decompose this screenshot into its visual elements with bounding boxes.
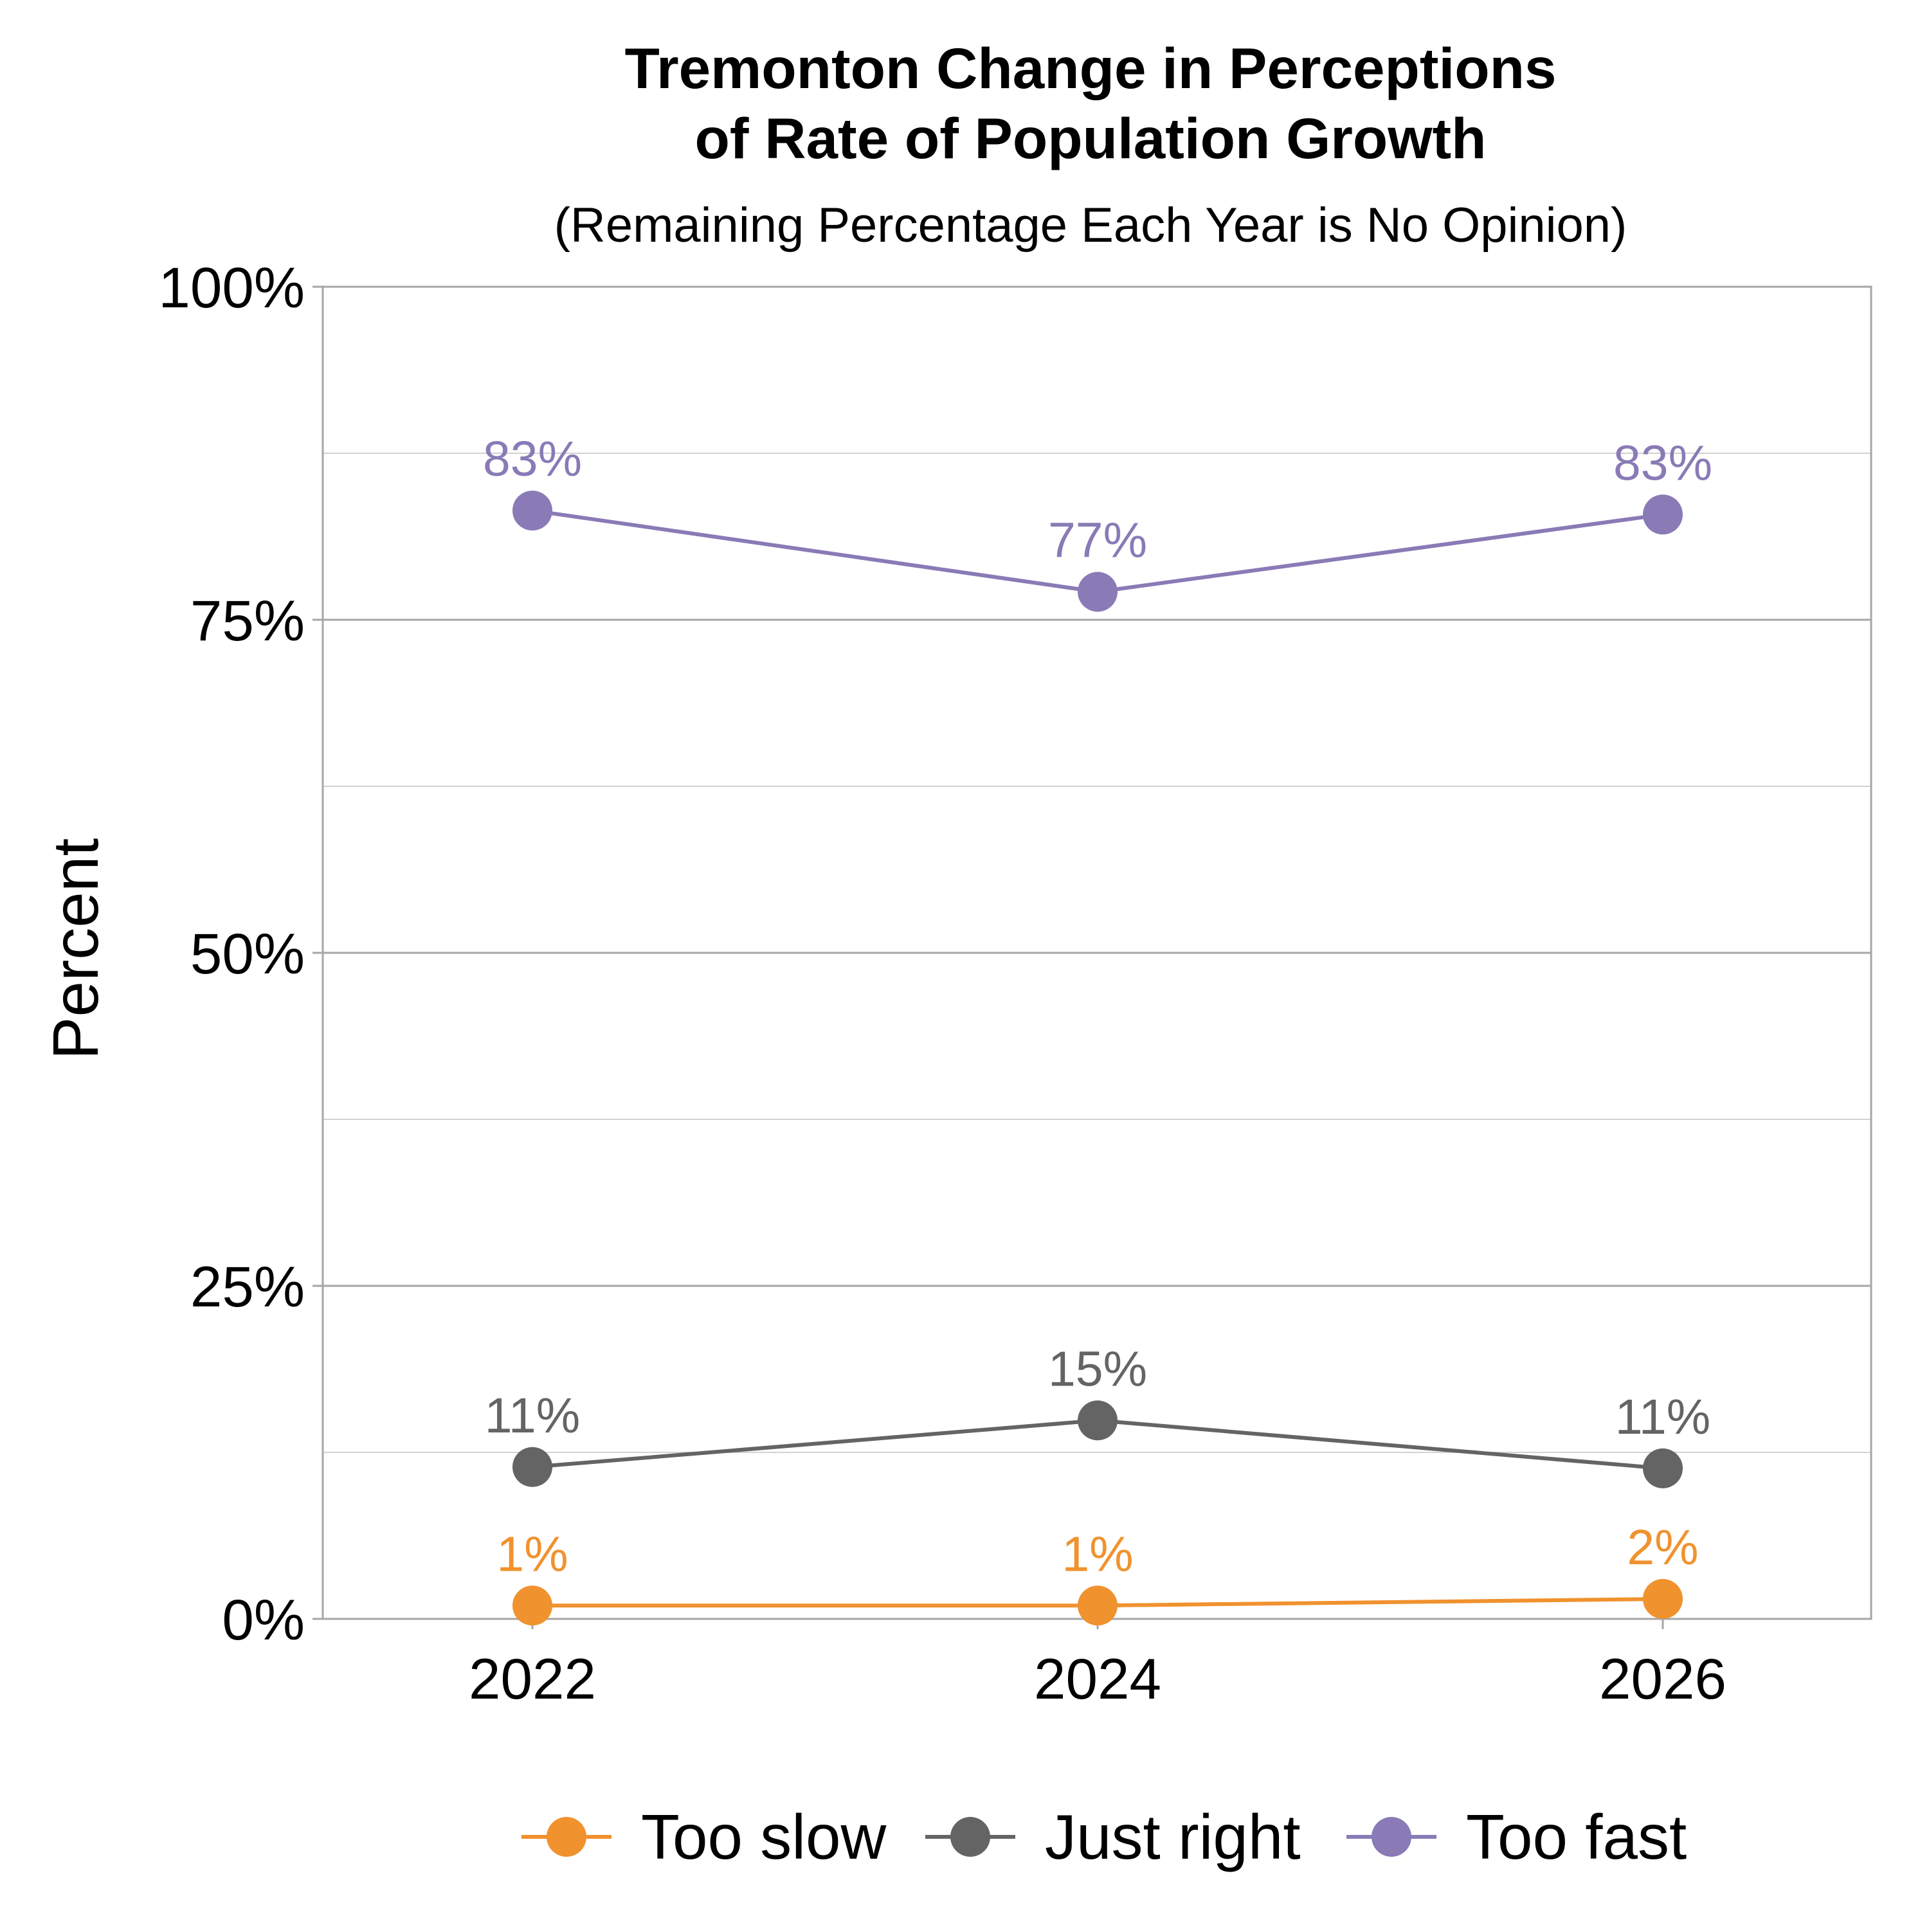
y-tick-label: 100%: [158, 255, 305, 320]
data-point-too-fast: [1643, 494, 1683, 535]
data-label-too-fast: 83%: [1613, 435, 1712, 491]
data-label-just-right: 15%: [1048, 1341, 1147, 1396]
legend: Too slow Just right Too fast: [521, 1801, 1687, 1872]
data-label-just-right: 11%: [1615, 1389, 1710, 1445]
data-point-too-fast: [512, 491, 552, 531]
x-tick-label: 2026: [1599, 1647, 1726, 1711]
data-label-too-slow: 2%: [1627, 1520, 1698, 1575]
y-tick-label: 75%: [190, 588, 305, 653]
data-point-too-slow: [1643, 1578, 1683, 1619]
legend-label-just-right: Just right: [1045, 1801, 1301, 1872]
data-label-too-fast: 77%: [1048, 512, 1147, 568]
data-label-too-slow: 1%: [1062, 1526, 1133, 1582]
chart-title-line-1: Tremonton Change in Perceptions: [625, 36, 1557, 100]
data-label-just-right: 11%: [485, 1388, 580, 1443]
data-point-too-slow: [512, 1585, 552, 1626]
chart-subtitle: (Remaining Percentage Each Year is No Op…: [554, 198, 1627, 253]
legend-key-marker-too-slow: [547, 1817, 586, 1857]
legend-label-too-fast: Too fast: [1466, 1801, 1687, 1872]
data-point-too-fast: [1078, 572, 1118, 612]
data-label-too-fast: 83%: [483, 431, 582, 487]
legend-label-too-slow: Too slow: [641, 1801, 887, 1872]
series-layer: 1% 1% 2% 11% 15% 11% 83% 77% 83%: [483, 431, 1712, 1626]
y-axis-label: Percent: [40, 838, 112, 1060]
data-point-just-right: [1078, 1400, 1118, 1441]
x-tick-label: 2022: [469, 1647, 596, 1711]
legend-key-marker-too-fast: [1372, 1817, 1411, 1857]
x-tick-label: 2024: [1034, 1647, 1161, 1711]
data-point-just-right: [512, 1447, 552, 1487]
y-tick-label: 50%: [190, 921, 305, 986]
data-point-just-right: [1643, 1448, 1683, 1488]
y-tick-label: 25%: [190, 1254, 305, 1319]
y-tick-label: 0%: [222, 1587, 305, 1652]
legend-key-marker-just-right: [950, 1817, 990, 1857]
chart-title-line-2: of Rate of Population Growth: [694, 106, 1486, 170]
data-point-too-slow: [1078, 1585, 1118, 1626]
data-label-too-slow: 1%: [496, 1526, 568, 1582]
